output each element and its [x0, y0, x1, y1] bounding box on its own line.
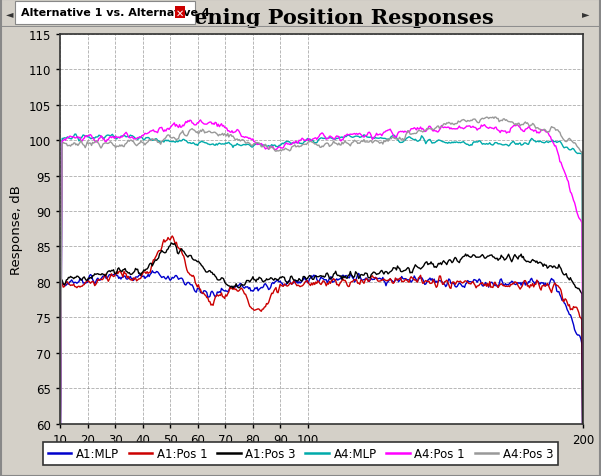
A1:Pos 1 [169, 234, 176, 239]
A4:Pos 3 [368, 139, 375, 145]
A4:Pos 1 [340, 134, 347, 140]
A1:Pos 3 [168, 240, 175, 246]
A4:Pos 3 [485, 117, 492, 122]
A1:Pos 1 [340, 278, 347, 284]
A4:Pos 3 [305, 139, 312, 145]
A1:Pos 3 [369, 271, 376, 277]
A1:Pos 3 [486, 253, 493, 258]
A4:MLP [306, 137, 313, 143]
A1:MLP [148, 268, 156, 274]
Text: ◄: ◄ [6, 9, 13, 19]
A4:MLP [579, 324, 587, 329]
A1:Pos 3 [568, 278, 575, 284]
A4:Pos 3 [308, 140, 315, 146]
Line: A1:Pos 3: A1:Pos 3 [60, 243, 583, 476]
A1:Pos 1 [306, 282, 313, 288]
Legend: A1:MLP, A1:Pos 1, A1:Pos 3, A4:MLP, A4:Pos 1, A4:Pos 3: A1:MLP, A1:Pos 1, A1:Pos 3, A4:MLP, A4:P… [43, 442, 558, 465]
Text: Alternative 1 vs. Alternative 4: Alternative 1 vs. Alternative 4 [21, 8, 210, 18]
Line: A1:MLP: A1:MLP [60, 271, 583, 476]
A4:MLP [568, 147, 575, 153]
A1:MLP [56, 469, 64, 475]
A4:Pos 1 [568, 191, 575, 197]
Y-axis label: Response, dB: Response, dB [10, 184, 23, 274]
Text: ✕: ✕ [176, 8, 185, 18]
A4:Pos 1 [486, 125, 493, 131]
A1:Pos 3 [309, 277, 316, 283]
A1:Pos 1 [309, 282, 316, 288]
A4:Pos 3 [340, 142, 347, 148]
A1:MLP [340, 274, 347, 279]
Title: Listening Position Responses: Listening Position Responses [150, 8, 493, 28]
A4:Pos 3 [492, 115, 499, 120]
A4:Pos 1 [197, 118, 204, 124]
Line: A4:Pos 1: A4:Pos 1 [60, 121, 583, 476]
A4:MLP [72, 132, 79, 138]
FancyBboxPatch shape [15, 2, 195, 25]
A4:MLP [309, 138, 316, 144]
A1:Pos 1 [369, 273, 376, 279]
A1:Pos 1 [56, 463, 64, 469]
Line: A4:Pos 3: A4:Pos 3 [60, 118, 583, 476]
A1:MLP [306, 277, 313, 282]
Line: A4:MLP: A4:MLP [60, 135, 583, 476]
A4:MLP [369, 136, 376, 142]
A1:Pos 1 [568, 307, 575, 312]
A4:MLP [340, 135, 347, 141]
A4:Pos 1 [309, 137, 316, 143]
A4:Pos 1 [369, 137, 376, 143]
X-axis label: Frequency, Hz: Frequency, Hz [275, 451, 368, 464]
A1:Pos 3 [56, 466, 64, 472]
A4:Pos 3 [568, 139, 575, 144]
A1:Pos 3 [306, 273, 313, 279]
A1:MLP [568, 315, 575, 321]
A1:Pos 3 [340, 275, 347, 281]
Text: ►: ► [582, 9, 589, 19]
A4:Pos 3 [579, 324, 587, 330]
A1:MLP [369, 277, 376, 283]
A4:Pos 1 [579, 377, 587, 382]
A1:Pos 1 [486, 279, 493, 285]
A4:Pos 1 [306, 138, 313, 143]
A4:MLP [486, 140, 493, 146]
A1:MLP [309, 275, 316, 280]
Line: A1:Pos 1: A1:Pos 1 [60, 237, 583, 476]
A1:MLP [486, 281, 493, 287]
